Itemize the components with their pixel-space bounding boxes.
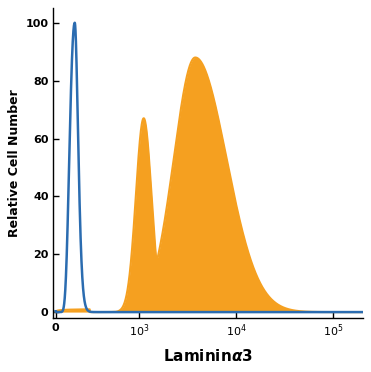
X-axis label: $\mathbf{Laminin}\boldsymbol{\alpha}\mathbf{3}$: $\mathbf{Laminin}\boldsymbol{\alpha}\mat… bbox=[163, 348, 253, 364]
Y-axis label: Relative Cell Number: Relative Cell Number bbox=[8, 89, 22, 237]
